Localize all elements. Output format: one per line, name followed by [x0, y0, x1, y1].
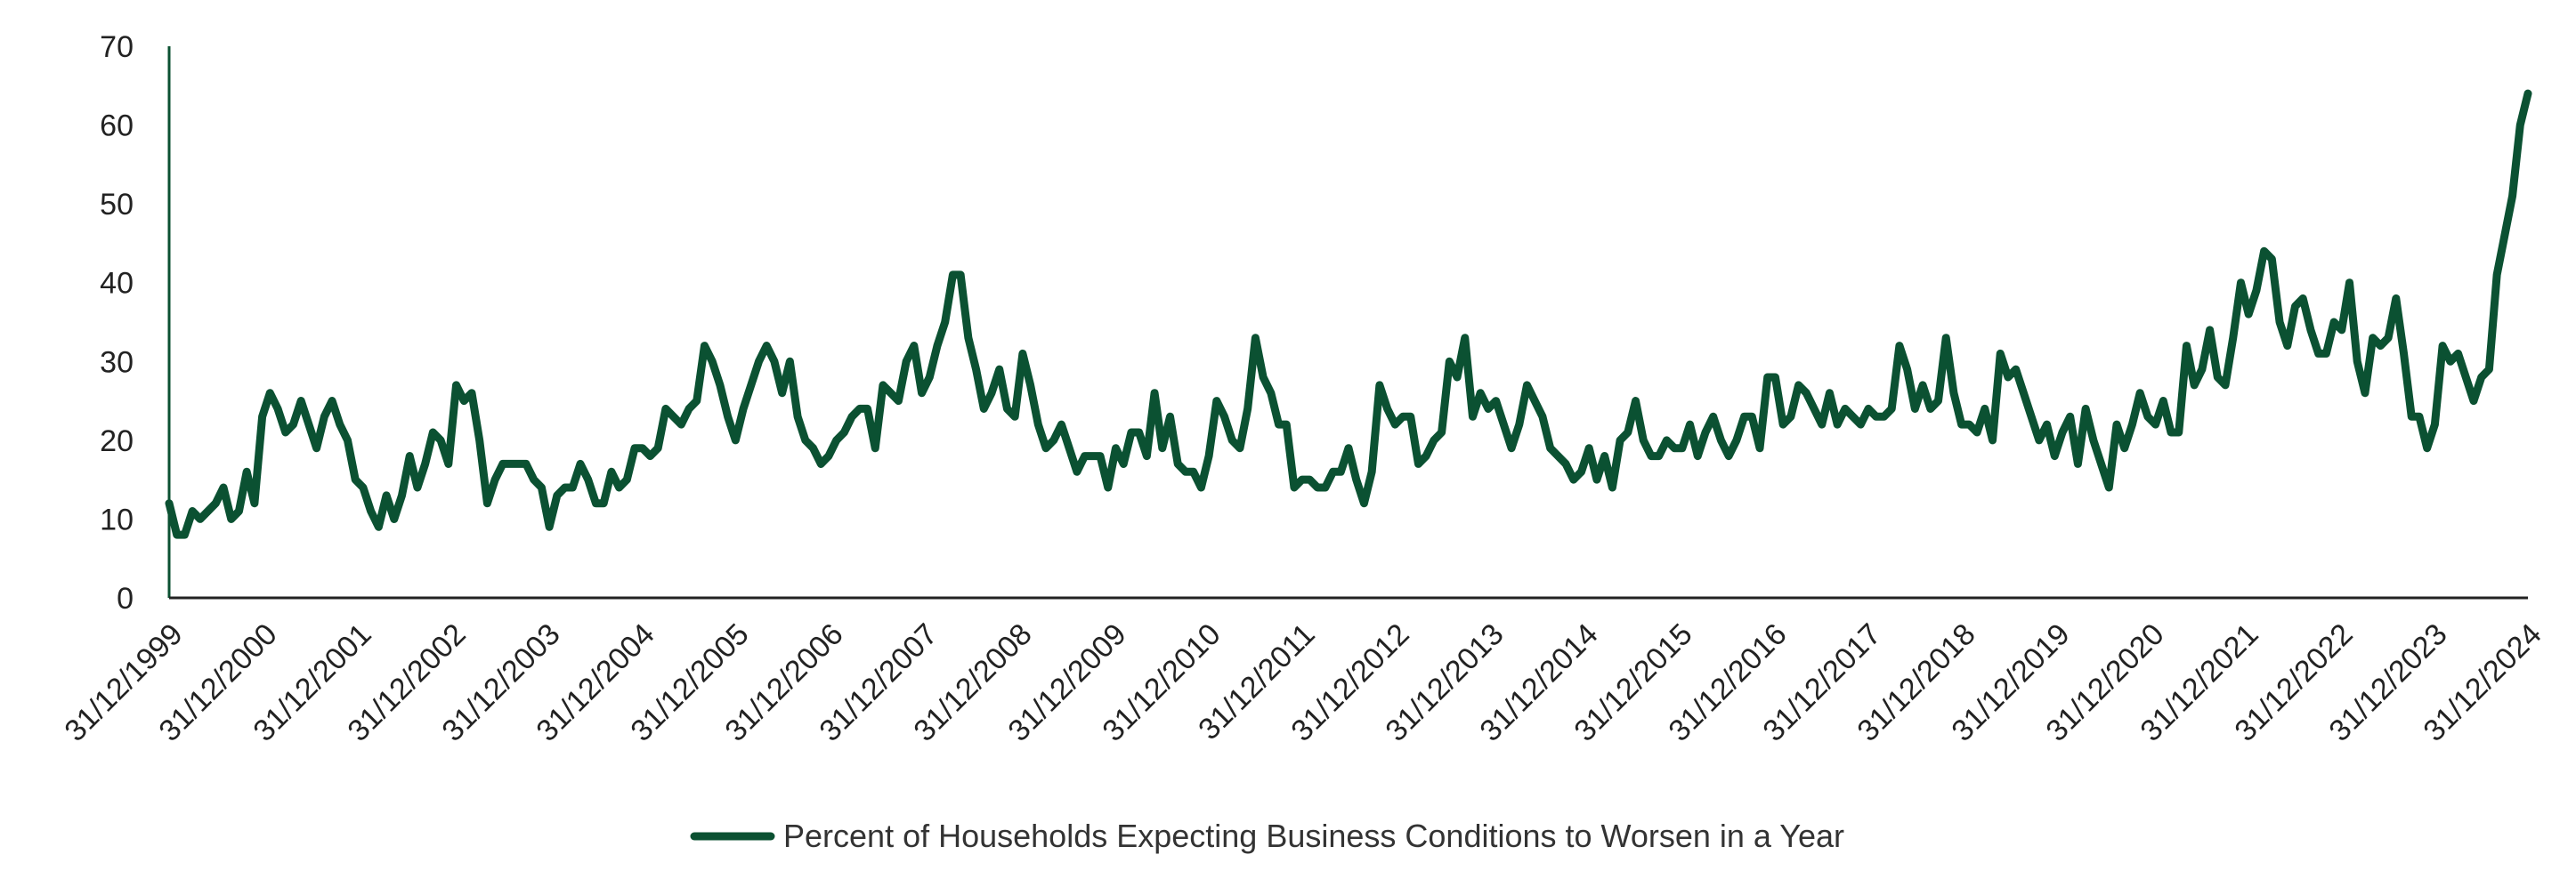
- y-tick-label: 10: [100, 503, 134, 536]
- y-tick-label: 30: [100, 345, 134, 379]
- legend: Percent of Households Expecting Business…: [690, 818, 1844, 854]
- series-line: [165, 89, 2532, 539]
- y-tick-label: 40: [100, 267, 134, 301]
- x-axis-tick-labels: 31/12/199931/12/200031/12/200131/12/2002…: [58, 617, 2548, 748]
- y-axis-tick-labels: 0 10 20 30 40 50 60 70: [100, 30, 134, 616]
- legend-label: Percent of Households Expecting Business…: [783, 818, 1844, 854]
- y-tick-label: 0: [117, 582, 134, 616]
- y-tick-label: 60: [100, 109, 134, 143]
- y-tick-label: 20: [100, 424, 134, 458]
- y-tick-label: 70: [100, 30, 134, 64]
- y-tick-label: 50: [100, 188, 134, 222]
